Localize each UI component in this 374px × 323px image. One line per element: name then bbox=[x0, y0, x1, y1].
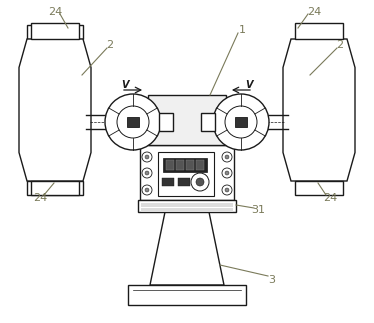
Ellipse shape bbox=[105, 94, 161, 150]
Ellipse shape bbox=[196, 178, 204, 186]
Bar bbox=[140, 145, 234, 200]
Bar bbox=[31, 23, 79, 39]
Bar bbox=[27, 25, 83, 39]
Bar bbox=[201, 113, 215, 131]
Ellipse shape bbox=[145, 155, 149, 159]
Bar bbox=[295, 23, 343, 39]
Bar bbox=[186, 160, 194, 170]
Ellipse shape bbox=[225, 188, 229, 192]
Text: 2: 2 bbox=[107, 40, 114, 50]
Bar bbox=[196, 160, 204, 170]
Text: 24: 24 bbox=[323, 193, 337, 203]
Bar bbox=[127, 117, 139, 127]
Ellipse shape bbox=[225, 106, 257, 138]
Text: 24: 24 bbox=[33, 193, 47, 203]
Ellipse shape bbox=[191, 173, 209, 191]
Bar bbox=[163, 158, 207, 172]
Bar bbox=[31, 181, 79, 195]
Bar bbox=[141, 208, 233, 212]
Bar bbox=[166, 160, 174, 170]
Text: 2: 2 bbox=[337, 40, 344, 50]
Polygon shape bbox=[19, 39, 91, 181]
Polygon shape bbox=[283, 39, 355, 181]
Bar bbox=[141, 203, 233, 207]
Ellipse shape bbox=[213, 94, 269, 150]
Bar bbox=[295, 181, 343, 195]
Bar bbox=[162, 178, 174, 186]
Ellipse shape bbox=[225, 155, 229, 159]
Bar bbox=[235, 117, 247, 127]
Bar bbox=[138, 200, 236, 212]
Bar bbox=[178, 178, 190, 186]
Ellipse shape bbox=[222, 152, 232, 162]
Text: 24: 24 bbox=[307, 7, 321, 17]
Text: V: V bbox=[245, 80, 253, 90]
Polygon shape bbox=[150, 212, 224, 285]
Bar bbox=[27, 181, 83, 195]
Text: 31: 31 bbox=[251, 205, 265, 215]
Bar bbox=[128, 285, 246, 305]
Ellipse shape bbox=[222, 168, 232, 178]
Ellipse shape bbox=[222, 185, 232, 195]
Bar bbox=[194, 178, 206, 186]
Ellipse shape bbox=[142, 185, 152, 195]
Text: 24: 24 bbox=[48, 7, 62, 17]
Text: 1: 1 bbox=[239, 25, 245, 35]
Bar bbox=[148, 95, 226, 145]
Bar bbox=[176, 160, 184, 170]
Ellipse shape bbox=[117, 106, 149, 138]
Bar bbox=[158, 152, 214, 196]
Ellipse shape bbox=[142, 168, 152, 178]
Ellipse shape bbox=[225, 171, 229, 175]
Text: 3: 3 bbox=[269, 275, 276, 285]
Bar bbox=[159, 113, 173, 131]
Ellipse shape bbox=[142, 152, 152, 162]
Ellipse shape bbox=[145, 188, 149, 192]
Ellipse shape bbox=[145, 171, 149, 175]
Text: V: V bbox=[121, 80, 129, 90]
